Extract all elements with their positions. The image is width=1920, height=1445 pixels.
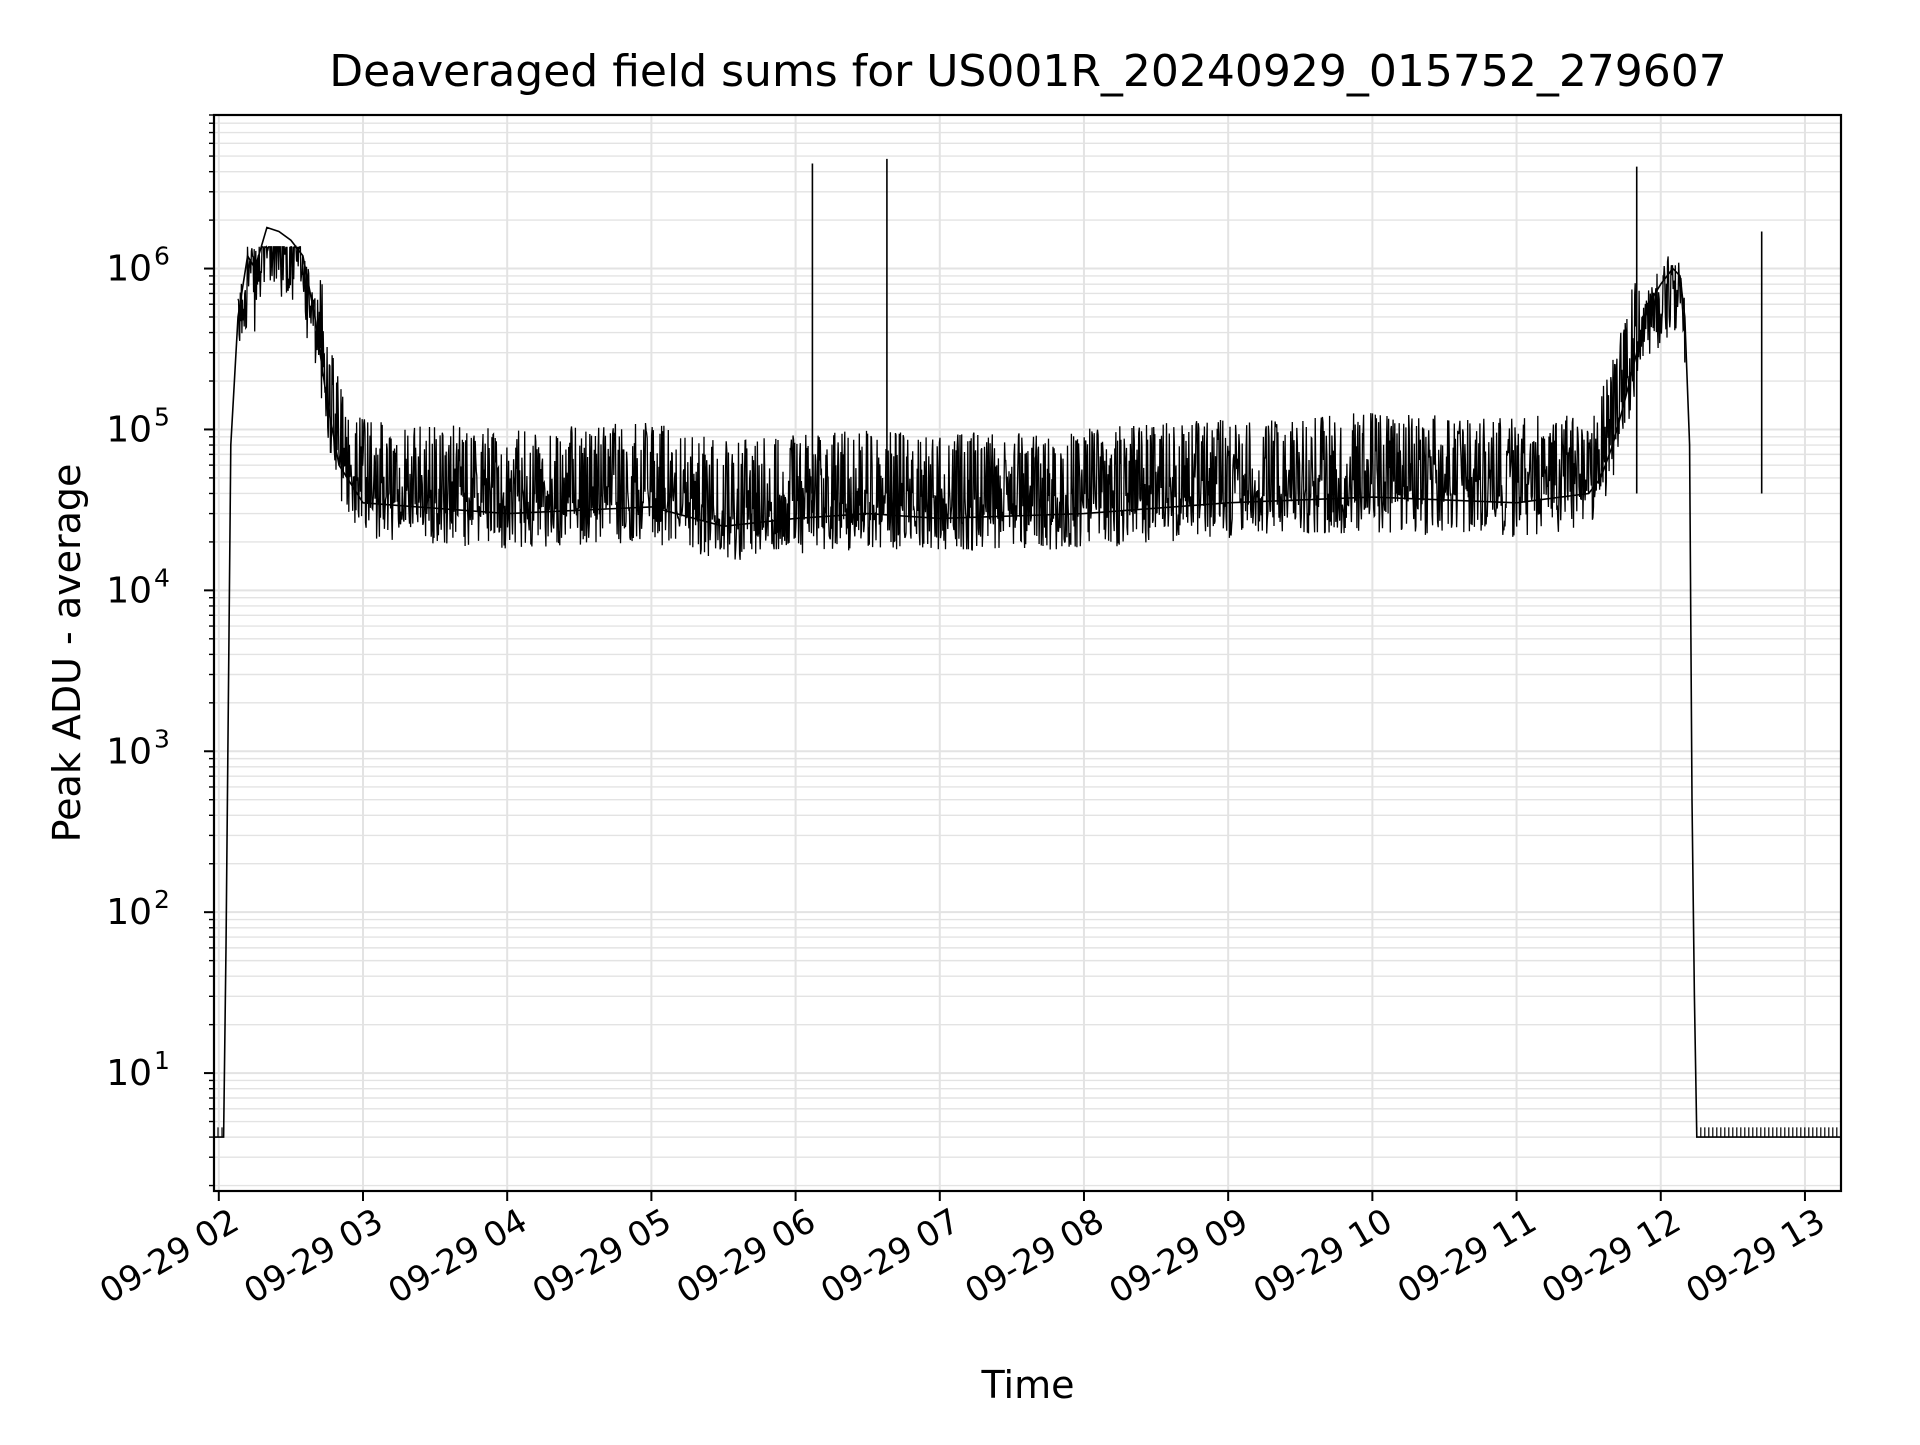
grid — [214, 114, 1841, 1191]
y-tick-exponent: 5 — [154, 402, 170, 431]
y-tick-exponent: 2 — [154, 885, 170, 914]
x-tick-label: 09-29 05 — [526, 1201, 678, 1312]
x-tick-label: 09-29 09 — [1103, 1201, 1255, 1312]
x-tick-label: 09-29 13 — [1679, 1201, 1831, 1312]
series-noise — [237, 245, 1686, 560]
x-tick-label: 09-29 04 — [382, 1201, 534, 1312]
y-tick-label: 10 — [106, 731, 152, 772]
x-axis-label: Time — [981, 1363, 1075, 1407]
x-tick-label: 09-29 07 — [814, 1201, 966, 1312]
y-tick-label: 10 — [106, 249, 152, 290]
y-axis-label: Peak ADU - average — [45, 464, 89, 843]
x-tick-label: 09-29 06 — [670, 1201, 822, 1312]
y-tick-label: 10 — [106, 570, 152, 611]
y-tick-exponent: 6 — [154, 242, 170, 271]
y-tick-label: 10 — [106, 409, 152, 450]
y-tick-label: 10 — [106, 892, 152, 933]
x-tick-label: 09-29 11 — [1391, 1201, 1543, 1312]
y-tick-exponent: 3 — [154, 724, 170, 753]
series-line — [214, 226, 1841, 1138]
y-tick-exponent: 4 — [154, 563, 170, 592]
x-tick-label: 09-29 12 — [1535, 1201, 1687, 1312]
chart-title: Deaveraged field sums for US001R_2024092… — [329, 46, 1727, 97]
y-tick-exponent: 1 — [154, 1046, 170, 1075]
x-tick-label: 09-29 10 — [1247, 1201, 1399, 1312]
data-layer — [213, 158, 1842, 1138]
x-tick-label: 09-29 03 — [238, 1201, 390, 1312]
x-tick-label: 09-29 02 — [93, 1201, 245, 1312]
plot-frame — [212, 113, 1843, 1193]
y-tick-label: 10 — [106, 1053, 152, 1094]
x-tick-label: 09-29 08 — [958, 1201, 1110, 1312]
